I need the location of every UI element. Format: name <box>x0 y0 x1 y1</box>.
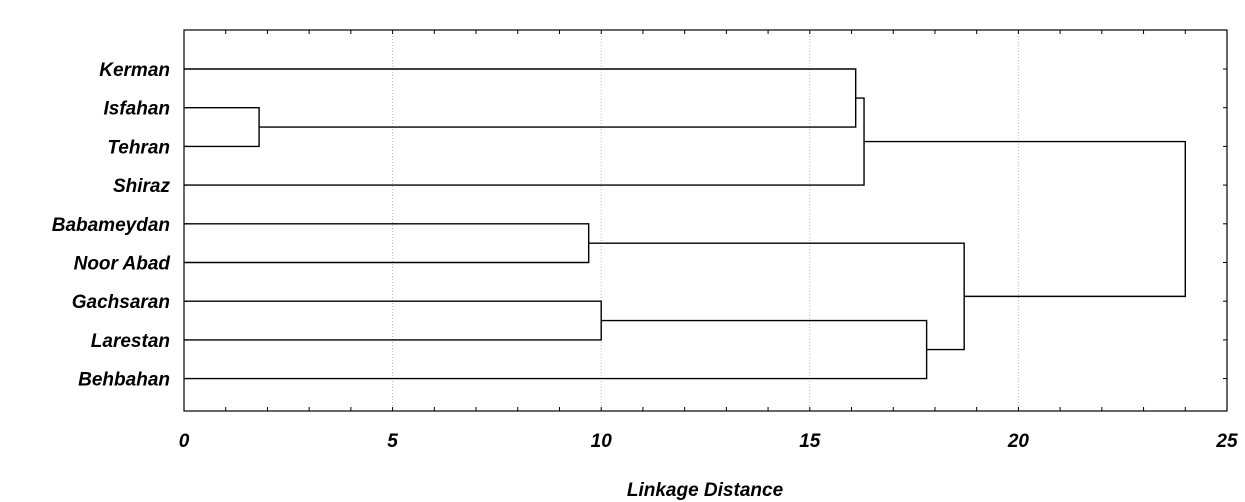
leaf-label: Shiraz <box>113 176 171 197</box>
grid-lines <box>392 30 1019 411</box>
x-tick-labels: 0 5 10 15 20 25 <box>179 431 1238 452</box>
dendrogram-link <box>184 68 857 128</box>
leaf-label: Behbahan <box>78 370 170 391</box>
leaf-label: Isfahan <box>103 99 170 120</box>
leaf-label: Babameydan <box>52 215 170 236</box>
plot-frame <box>183 29 1228 412</box>
leaf-labels: Kerman Isfahan Tehran Shiraz Babameydan Noor … <box>52 60 171 391</box>
x-axis-title: Linkage Distance <box>627 480 784 501</box>
x-tick-label: 20 <box>1007 431 1030 452</box>
leaf-label: Gachsaran <box>72 292 170 313</box>
dendrogram-link <box>864 140 1186 298</box>
dendrogram-link <box>184 319 928 380</box>
axis-ticks <box>183 30 1228 411</box>
x-tick-label: 5 <box>387 431 398 452</box>
dendrogram-link <box>184 300 602 341</box>
leaf-label: Larestan <box>91 331 170 352</box>
leaf-label: Kerman <box>99 60 170 81</box>
x-tick-label: 25 <box>1215 431 1238 452</box>
dendrogram-link <box>184 223 590 264</box>
leaf-label: Tehran <box>107 137 170 158</box>
leaf-label: Noor Abad <box>74 254 171 275</box>
dendrogram-links <box>184 68 1186 380</box>
dendrogram-link <box>184 107 260 148</box>
dendrogram-link <box>588 242 965 351</box>
x-tick-label: 15 <box>799 431 821 452</box>
x-tick-label: 10 <box>591 431 613 452</box>
x-tick-label: 0 <box>179 431 190 452</box>
dendrogram-link <box>184 97 865 186</box>
